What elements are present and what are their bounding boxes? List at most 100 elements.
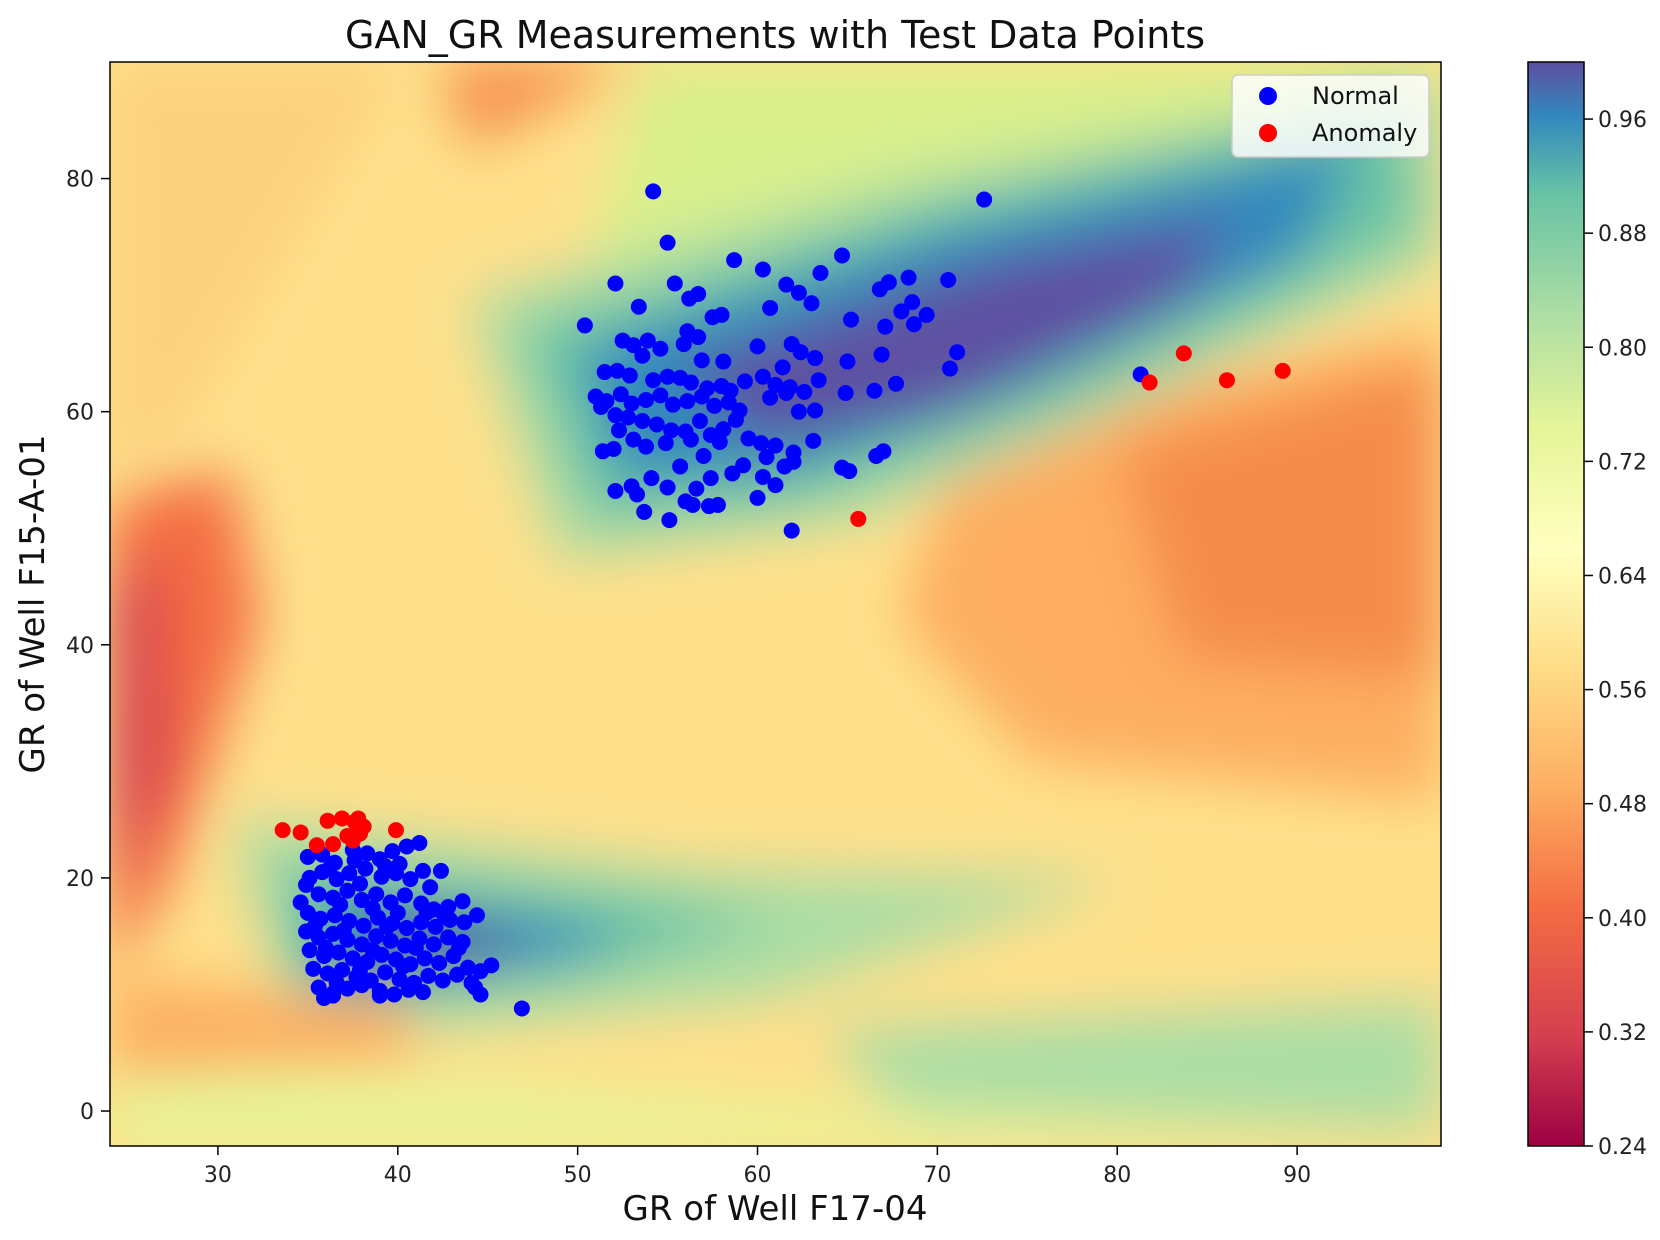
- point-normal: [391, 855, 408, 872]
- x-tick-label: 80: [1103, 1163, 1131, 1188]
- legend-marker-anomaly: [1259, 124, 1277, 142]
- colorbar-ticks: 0.24 0.32 0.40 0.48 0.56 0.64 0.72 0.80 0.88 0.96: [1584, 108, 1647, 1160]
- point-normal: [767, 477, 784, 494]
- point-normal: [645, 372, 662, 389]
- point-normal: [468, 907, 485, 924]
- x-tick-label: 50: [564, 1163, 592, 1188]
- x-tick-label: 30: [204, 1163, 232, 1188]
- point-normal: [378, 918, 395, 935]
- colorbar-tick-label: 0.88: [1598, 222, 1647, 247]
- point-normal: [790, 403, 807, 420]
- point-normal: [339, 882, 356, 899]
- point-normal: [645, 183, 662, 200]
- point-normal: [292, 894, 309, 911]
- chart-title: GAN_GR Measurements with Test Data Point…: [345, 13, 1205, 57]
- point-normal: [596, 364, 613, 381]
- point-normal: [431, 955, 448, 972]
- point-normal: [472, 986, 489, 1003]
- point-normal: [420, 967, 437, 984]
- point-anomaly: [308, 837, 325, 854]
- point-normal: [661, 512, 678, 529]
- point-normal: [605, 440, 622, 457]
- point-normal: [976, 191, 993, 208]
- point-normal: [414, 984, 431, 1001]
- legend-label-normal: Normal: [1312, 82, 1399, 110]
- point-normal: [418, 904, 435, 921]
- point-normal: [659, 479, 676, 496]
- colorbar-tick-label: 0.96: [1598, 108, 1647, 133]
- point-normal: [344, 950, 361, 967]
- point-normal: [425, 936, 442, 953]
- point-normal: [754, 468, 771, 485]
- point-normal: [706, 397, 723, 414]
- point-normal: [675, 336, 692, 353]
- point-normal: [607, 407, 624, 424]
- point-normal: [900, 269, 917, 286]
- point-normal: [396, 887, 413, 904]
- point-normal: [629, 486, 646, 503]
- point-normal: [634, 347, 651, 364]
- point-normal: [335, 922, 352, 939]
- point-normal: [449, 966, 466, 983]
- point-normal: [634, 413, 651, 430]
- point-normal: [796, 383, 813, 400]
- point-normal: [611, 422, 628, 439]
- point-normal: [305, 960, 322, 977]
- point-normal: [440, 929, 457, 946]
- point-normal: [727, 411, 744, 428]
- point-normal: [377, 858, 394, 875]
- point-anomaly: [850, 510, 867, 527]
- point-normal: [778, 385, 795, 402]
- point-anomaly: [387, 822, 404, 839]
- point-normal: [377, 964, 394, 981]
- point-normal: [834, 247, 851, 264]
- y-axis: 0 20 40 60 80: [66, 168, 110, 1125]
- legend-marker-normal: [1259, 87, 1277, 105]
- point-normal: [672, 458, 689, 475]
- point-normal: [386, 986, 403, 1003]
- point-normal: [400, 981, 417, 998]
- legend-box: [1231, 74, 1430, 158]
- point-normal: [792, 344, 809, 361]
- point-normal: [695, 447, 712, 464]
- legend: Normal Anomaly: [1231, 74, 1430, 158]
- point-normal: [839, 353, 856, 370]
- x-axis-title: GR of Well F17-04: [623, 1189, 928, 1229]
- point-normal: [754, 261, 771, 278]
- point-normal: [866, 382, 883, 399]
- point-normal: [810, 372, 827, 389]
- point-normal: [395, 958, 412, 975]
- x-tick-label: 60: [744, 1163, 772, 1188]
- point-normal: [762, 299, 779, 316]
- point-anomaly: [325, 836, 342, 853]
- point-normal: [663, 422, 680, 439]
- point-normal: [298, 876, 315, 893]
- point-normal: [607, 482, 624, 499]
- point-normal: [682, 374, 699, 391]
- point-normal: [688, 480, 705, 497]
- point-normal: [682, 431, 699, 448]
- point-normal: [352, 875, 369, 892]
- point-normal: [724, 465, 741, 482]
- point-normal: [666, 275, 683, 292]
- point-normal: [299, 848, 316, 865]
- point-anomaly: [355, 818, 372, 835]
- point-normal: [301, 942, 318, 959]
- point-normal: [330, 944, 347, 961]
- point-normal: [636, 503, 653, 520]
- point-normal: [637, 392, 654, 409]
- point-normal: [785, 453, 802, 470]
- colorbar-tick-label: 0.48: [1598, 793, 1647, 818]
- point-normal: [702, 470, 719, 487]
- point-anomaly: [274, 822, 291, 839]
- point-normal: [812, 264, 829, 281]
- point-normal: [321, 860, 338, 877]
- legend-label-anomaly: Anomaly: [1312, 119, 1417, 147]
- point-normal: [807, 350, 824, 367]
- point-normal: [918, 306, 935, 323]
- point-anomaly: [344, 832, 361, 849]
- point-normal: [749, 489, 766, 506]
- point-normal: [368, 886, 385, 903]
- point-normal: [736, 373, 753, 390]
- point-normal: [888, 375, 905, 392]
